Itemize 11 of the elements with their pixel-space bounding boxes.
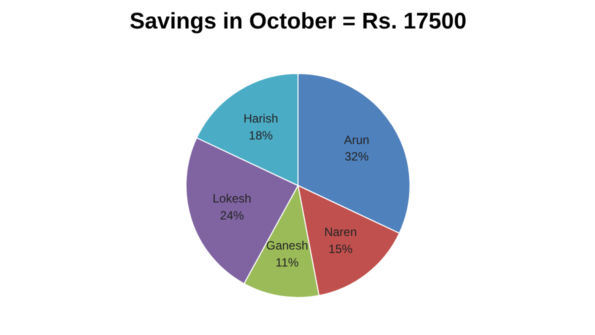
slice-label: Lokesh	[212, 192, 252, 206]
data-label: 15%	[328, 242, 353, 256]
slice-label: Naren	[324, 224, 357, 239]
slice-label: Harish	[243, 111, 278, 126]
data-label: 32%	[344, 150, 369, 164]
chart-title: Savings in October = Rs. 17500	[130, 8, 466, 34]
slice-label: Arun	[344, 132, 370, 147]
data-label: 11%	[276, 255, 300, 270]
data-label: 18%	[248, 128, 274, 142]
slice-label: Ganesh	[266, 238, 308, 253]
data-label: 24%	[220, 208, 244, 222]
